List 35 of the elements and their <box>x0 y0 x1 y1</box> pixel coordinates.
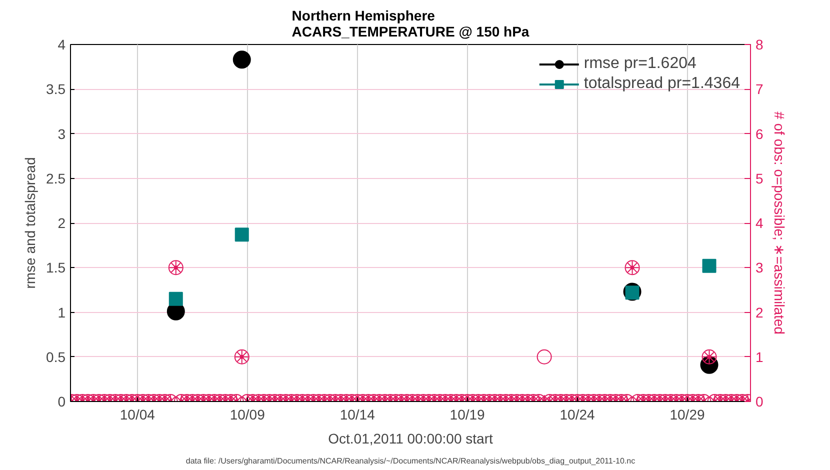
y-tick-label: 2 <box>58 215 66 231</box>
y-tick-label: 3.5 <box>46 81 66 98</box>
x-tick-label: 10/24 <box>560 406 596 422</box>
y-axis-title: rmse and totalspread <box>22 157 38 289</box>
y-tick-label: 0 <box>58 394 66 410</box>
y-tick-label: 2.5 <box>46 170 66 186</box>
y2-axis-title: # of obs: o=possible; ∗=assimilated <box>771 112 788 334</box>
point <box>232 50 251 69</box>
x-axis-title: Oct.01,2011 00:00:00 start <box>328 430 493 446</box>
y-tick-label: 3 <box>58 126 66 142</box>
y2-tick-label: 4 <box>756 215 764 231</box>
y-tick-label: 4 <box>58 36 66 52</box>
y-tick-label: 0.5 <box>46 348 66 365</box>
x-tick-label: 10/04 <box>120 406 156 422</box>
legend-label: totalspread pr=1.4364 <box>584 75 740 93</box>
legend-label: rmse pr=1.6204 <box>584 55 696 73</box>
y-tick-label: 1.5 <box>46 260 66 276</box>
text: data file: /Users/gharamti/Documents/NCAR/Reanalysis/~/Documents/NCAR/Reanalysis/webpub/obs_diag_output_2011-10.nc <box>186 456 636 466</box>
x-tick-label: 10/29 <box>670 406 705 422</box>
y2-tick-label: 1 <box>756 348 764 365</box>
point <box>168 292 183 306</box>
point <box>234 228 249 242</box>
y2-tick-label: 8 <box>756 36 764 52</box>
y2-tick-label: 0 <box>756 394 764 410</box>
chart-title: Northern Hemisphere ACARS_TEMPERATURE @ 150 hPa <box>292 8 530 40</box>
y2-tick-label: 6 <box>756 126 764 142</box>
y2-tick-label: 2 <box>756 304 764 320</box>
y-tick-label: 1 <box>58 304 66 320</box>
y2-tick-label: 3 <box>756 260 764 276</box>
x-tick-label: 10/09 <box>230 406 266 422</box>
y2-tick-label: 5 <box>756 170 764 186</box>
x-tick-label: 10/14 <box>340 406 376 422</box>
point <box>702 258 716 273</box>
y2-tick-label: 7 <box>756 81 764 98</box>
x-tick-label: 10/19 <box>450 406 486 422</box>
